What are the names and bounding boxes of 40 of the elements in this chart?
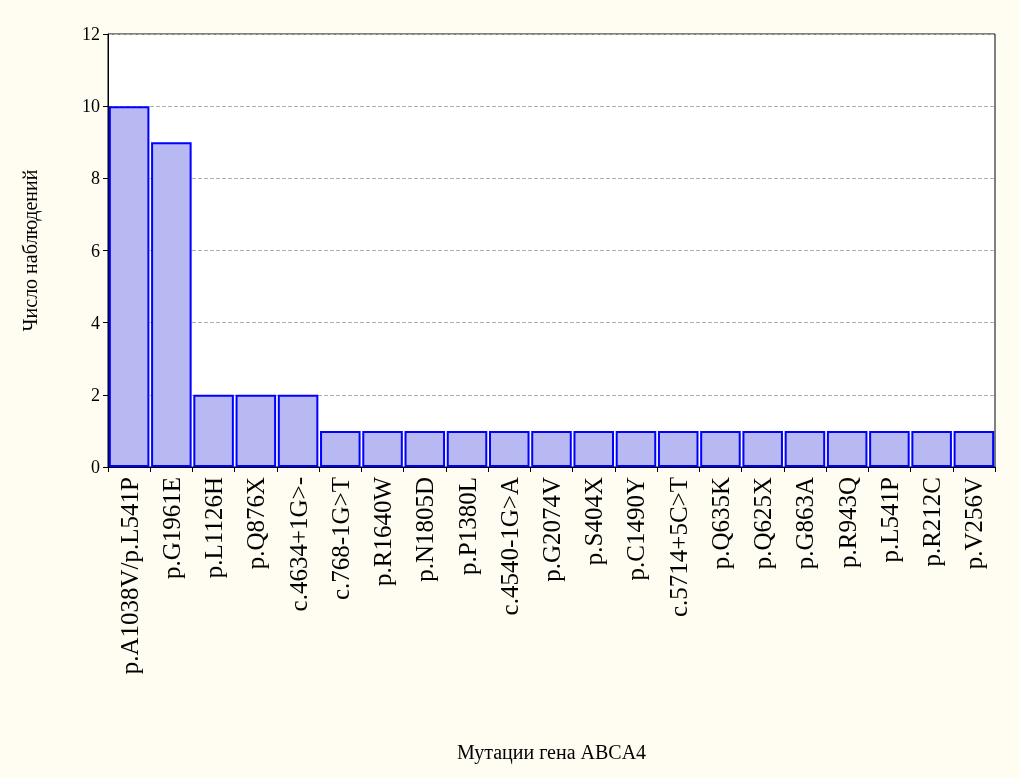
bar <box>826 430 868 467</box>
bar <box>277 394 319 467</box>
x-tick-label: p.G863A <box>791 477 819 570</box>
bar <box>404 430 446 467</box>
x-tick-label: p.Q635K <box>706 477 734 570</box>
x-tick-label: p.C1490Y <box>622 477 650 581</box>
y-tick-label: 6 <box>91 240 100 261</box>
x-tick-label: p.P1380L <box>453 477 481 575</box>
x-tick-label: p.G2074V <box>538 477 565 582</box>
x-tick-label: p.L1126H <box>200 477 228 579</box>
x-tick-label: c.5714+5C>T <box>664 477 692 617</box>
x-tick-label: p.R212C <box>918 477 946 567</box>
x-tick-label: p.Q876X <box>242 477 270 570</box>
x-tick-label: p.L541P <box>875 477 903 563</box>
x-tick-label: p.G1961E <box>157 477 185 580</box>
x-tick-label: p.S404X <box>580 477 608 566</box>
x-tick-label: p.R1640W <box>369 476 397 587</box>
x-tick-label: p.R943Q <box>833 477 861 568</box>
x-tick-label: c.4540-1G>A <box>495 477 523 616</box>
bar <box>108 106 150 467</box>
bar <box>615 430 657 467</box>
x-tick-label: p.V256V <box>960 477 988 570</box>
bar <box>446 430 488 467</box>
y-tick-label: 4 <box>91 312 100 333</box>
bar <box>657 430 699 467</box>
y-tick-label: 8 <box>91 168 100 189</box>
x-tick-label: p.Q625X <box>749 477 777 570</box>
x-tick-label: p.A1038V/p.L541P <box>115 477 143 675</box>
x-axis-title: Мутации гена ABCA4 <box>456 741 647 764</box>
bar <box>784 430 826 467</box>
x-tick-label: c.768-1G>T <box>326 477 354 601</box>
bar <box>953 430 995 467</box>
y-axis-title: Число наблюдений <box>19 169 42 332</box>
y-tick-label: 10 <box>82 96 100 117</box>
x-tick-label: p.N1805D <box>411 477 439 582</box>
x-tick-label: c.4634+1G>- <box>284 477 312 612</box>
y-tick-label: 0 <box>91 457 100 477</box>
y-tick-label: 2 <box>91 384 100 405</box>
bar <box>235 394 277 467</box>
y-tick-label: 12 <box>82 24 100 44</box>
